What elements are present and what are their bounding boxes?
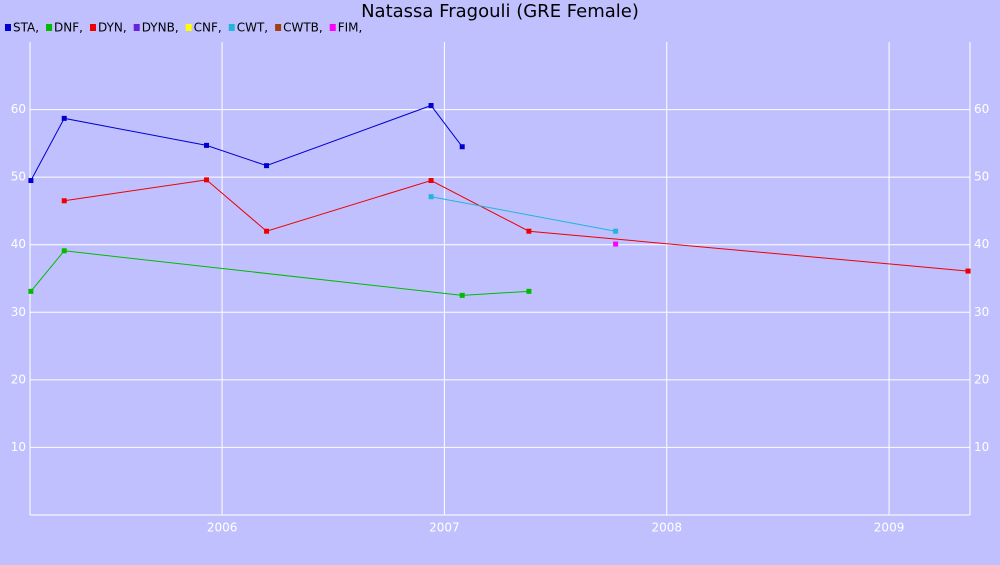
legend-label: CWTB,	[283, 21, 323, 35]
data-point	[61, 198, 67, 204]
data-point	[613, 228, 619, 234]
legend-swatch	[329, 24, 336, 31]
data-point	[264, 228, 270, 234]
legend-swatch	[89, 24, 96, 31]
legend-label: STA,	[13, 21, 39, 35]
y-tick-label: 20	[11, 372, 26, 386]
y-tick-label: 30	[974, 305, 989, 319]
legend-label: DYN,	[98, 21, 127, 35]
data-point	[28, 288, 34, 294]
x-tick-label: 2006	[207, 521, 238, 535]
data-point	[613, 241, 619, 247]
x-tick-label: 2009	[874, 521, 905, 535]
data-point	[428, 194, 434, 200]
legend-swatch	[228, 24, 235, 31]
legend-label: DYNB,	[142, 21, 179, 35]
legend-swatch	[275, 24, 282, 31]
chart-title: Natassa Fragouli (GRE Female)	[361, 1, 639, 22]
legend-label: FIM,	[338, 21, 363, 35]
legend-label: CNF,	[194, 21, 222, 35]
data-point	[264, 163, 270, 169]
data-point	[526, 288, 532, 294]
series-line	[430, 196, 616, 232]
data-point	[428, 103, 434, 109]
data-point	[459, 292, 465, 298]
y-tick-label: 40	[974, 237, 989, 251]
y-tick-label: 60	[974, 102, 989, 116]
data-point	[61, 248, 67, 254]
series-line	[30, 104, 463, 181]
legend-swatch	[133, 24, 140, 31]
x-tick-label: 2007	[429, 521, 460, 535]
data-point	[204, 177, 210, 183]
data-point	[28, 178, 34, 184]
data-point	[204, 142, 210, 148]
legend-label: DNF,	[54, 21, 83, 35]
legend-swatch	[5, 24, 11, 31]
data-point	[965, 268, 971, 274]
y-tick-label: 10	[11, 440, 26, 454]
y-tick-label: 40	[11, 237, 26, 251]
y-tick-label: 20	[974, 372, 989, 386]
legend-swatch	[46, 24, 53, 31]
data-point	[428, 178, 434, 184]
y-tick-label: 60	[11, 102, 26, 116]
legend-label: CWT,	[237, 21, 268, 35]
y-tick-label: 30	[11, 305, 26, 319]
series-line	[30, 250, 529, 296]
data-point	[459, 144, 465, 150]
data-point	[526, 228, 532, 234]
data-point	[61, 115, 67, 121]
x-tick-label: 2008	[651, 521, 682, 535]
series-line	[64, 179, 969, 272]
y-tick-label: 10	[974, 440, 989, 454]
y-tick-label: 50	[974, 170, 989, 184]
y-tick-label: 50	[11, 170, 26, 184]
legend-swatch	[185, 24, 192, 31]
